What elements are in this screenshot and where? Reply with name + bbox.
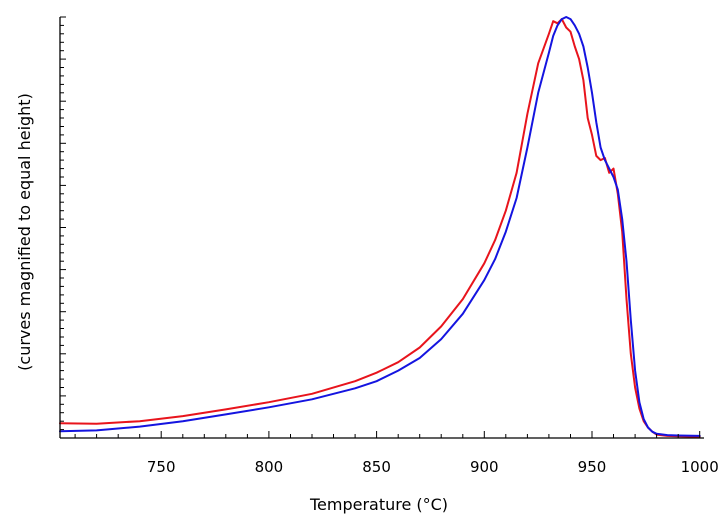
y-axis-label: (curves magnified to equal height) bbox=[15, 93, 34, 371]
x-axis-label: Temperature (°C) bbox=[309, 495, 448, 514]
x-tick-label: 850 bbox=[362, 458, 391, 476]
axes-layer bbox=[59, 17, 704, 439]
series-layer bbox=[59, 16, 701, 438]
y-ticks bbox=[60, 16, 66, 439]
x-tick-label: 750 bbox=[147, 458, 176, 476]
x-ticks: 750 800 850 900 950 1000 bbox=[74, 431, 719, 476]
x-tick-label: 800 bbox=[255, 458, 284, 476]
x-tick-label: 900 bbox=[470, 458, 499, 476]
x-tick-label: 1000 bbox=[681, 458, 719, 476]
x-tick-label: 950 bbox=[578, 458, 607, 476]
series-line-1 bbox=[59, 18, 701, 438]
series-line-2 bbox=[59, 16, 701, 437]
